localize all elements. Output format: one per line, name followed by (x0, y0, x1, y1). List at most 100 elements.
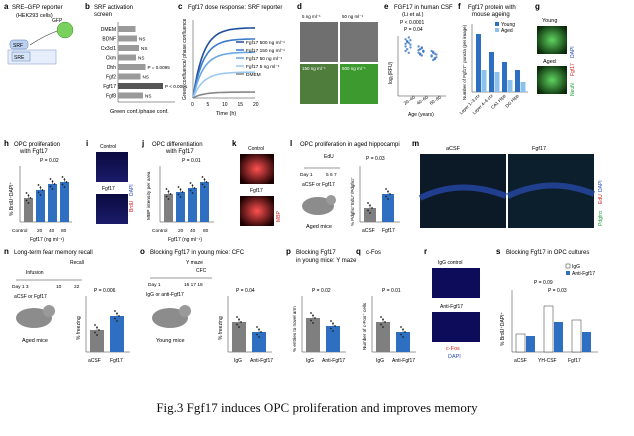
bar (502, 62, 507, 92)
data-point (330, 320, 332, 322)
data-point (94, 331, 96, 334)
svg-text:Y maze: Y maze (186, 260, 203, 266)
data-point (39, 194, 42, 196)
data-point (37, 191, 40, 194)
series-line (192, 71, 255, 99)
data-point (201, 176, 204, 178)
data-point (61, 176, 64, 178)
data-point (258, 328, 260, 331)
svg-text:Number of c-Fos⁺ cells: Number of c-Fos⁺ cells (362, 302, 367, 350)
tick-label: 20 (253, 102, 259, 108)
data-point (430, 54, 433, 57)
svg-text:NeuN: NeuN (570, 83, 576, 96)
svg-text:22: 22 (74, 284, 80, 290)
svg-text:SRF activation: SRF activation (94, 5, 133, 11)
panel-l: l OPC proliferation in aged hippocampi E… (290, 139, 400, 234)
svg-text:5 6 7: 5 6 7 (326, 172, 337, 178)
svg-text:P = 0.01: P = 0.01 (382, 288, 401, 294)
bar (515, 333, 526, 353)
bar (118, 83, 163, 89)
svg-text:40–60: 40–60 (416, 94, 430, 106)
data-point (203, 186, 206, 188)
panel-s: s Blocking Fgf17 in OPC cultures IgG Ant… (496, 247, 598, 364)
svg-text:Time (h): Time (h) (216, 111, 236, 117)
svg-text:Blocking Fgf17 in OPC cultures: Blocking Fgf17 in OPC cultures (506, 250, 589, 256)
data-point (179, 188, 182, 191)
svg-text:Fgf17: Fgf17 (382, 228, 395, 234)
data-point (310, 312, 312, 314)
micro-image (300, 64, 338, 104)
svg-text:Young mice: Young mice (156, 338, 185, 344)
bar (118, 92, 143, 99)
data-point (404, 49, 407, 53)
bar (476, 34, 481, 92)
svg-text:b: b (85, 2, 90, 11)
svg-text:IgG or anti-Fgf17: IgG or anti-Fgf17 (146, 292, 184, 298)
svg-text:aCSF: aCSF (362, 228, 375, 234)
bar (494, 72, 500, 92)
data-point (332, 330, 334, 332)
svg-text:Aged mice: Aged mice (306, 224, 332, 230)
svg-text:P = 0.03: P = 0.03 (548, 288, 567, 294)
panel-d: d 5 ng ml⁻¹ 50 ng ml⁻¹ 150 ng ml⁻¹ 500 n… (297, 2, 378, 104)
svg-text:P = 0.006: P = 0.006 (94, 288, 116, 294)
svg-text:s: s (496, 247, 501, 256)
svg-text:l: l (290, 139, 292, 148)
svg-text:Day 1: Day 1 (148, 282, 161, 288)
svg-text:m: m (412, 139, 419, 148)
bar (24, 198, 33, 222)
svg-text:Fgf17: Fgf17 (570, 63, 576, 76)
svg-text:IgG: IgG (572, 264, 580, 270)
svg-text:i: i (86, 139, 88, 148)
svg-text:k: k (232, 139, 237, 148)
data-point (29, 197, 32, 199)
data-point (236, 316, 238, 318)
data-point (189, 182, 192, 184)
row-label: Fgf2 (106, 75, 116, 81)
svg-text:EdU: EdU (598, 194, 604, 204)
data-point (191, 184, 194, 187)
svg-text:screen: screen (94, 12, 112, 18)
panel-j: j OPC differentiation with Fgf17 P = 0.0… (141, 139, 214, 243)
svg-text:Anti-Fgf17: Anti-Fgf17 (440, 304, 463, 310)
data-point (407, 51, 410, 54)
panel-a: a SRE–GFP reporter (HEK293 cells) SRF SR… (4, 2, 74, 65)
data-point (409, 46, 412, 49)
row-sig: NS (145, 94, 151, 99)
svg-text:80: 80 (61, 228, 67, 234)
row-label: DMEM (101, 27, 116, 33)
svg-text:Anti-Fgf17: Anti-Fgf17 (322, 358, 345, 364)
bar (118, 35, 137, 42)
data-point (404, 38, 407, 41)
data-point (404, 331, 406, 333)
data-point (179, 196, 182, 198)
data-point (407, 36, 410, 39)
micro-image (96, 194, 128, 224)
svg-text:with Fgf17: with Fgf17 (19, 149, 48, 155)
svg-text:Fgf17 protein with: Fgf17 protein with (468, 5, 516, 11)
data-point (402, 328, 404, 331)
row-sig: NS (138, 56, 144, 61)
row-sig: NS (143, 75, 149, 80)
svg-text:Green confluence/ phase conflu: Green confluence/ phase confluence (182, 18, 188, 100)
data-point (400, 333, 402, 336)
data-point (238, 318, 240, 321)
data-point (384, 321, 386, 323)
svg-text:Anti-Fgf17: Anti-Fgf17 (250, 358, 273, 364)
panel-f: f Fgf17 protein with mouse ageing Young … (458, 2, 528, 115)
bar (60, 182, 69, 222)
bar (118, 26, 136, 32)
data-point (332, 322, 334, 325)
data-point (193, 187, 196, 189)
data-point (25, 192, 28, 194)
data-point (314, 317, 316, 319)
data-point (27, 194, 30, 197)
svg-text:j: j (141, 139, 144, 148)
svg-text:o: o (140, 247, 145, 256)
svg-text:Pdgfrα: Pdgfrα (598, 211, 604, 226)
svg-text:Control: Control (100, 144, 116, 150)
data-point (65, 181, 68, 183)
svg-text:f: f (458, 2, 461, 11)
data-point (404, 42, 407, 45)
data-point (260, 331, 262, 333)
